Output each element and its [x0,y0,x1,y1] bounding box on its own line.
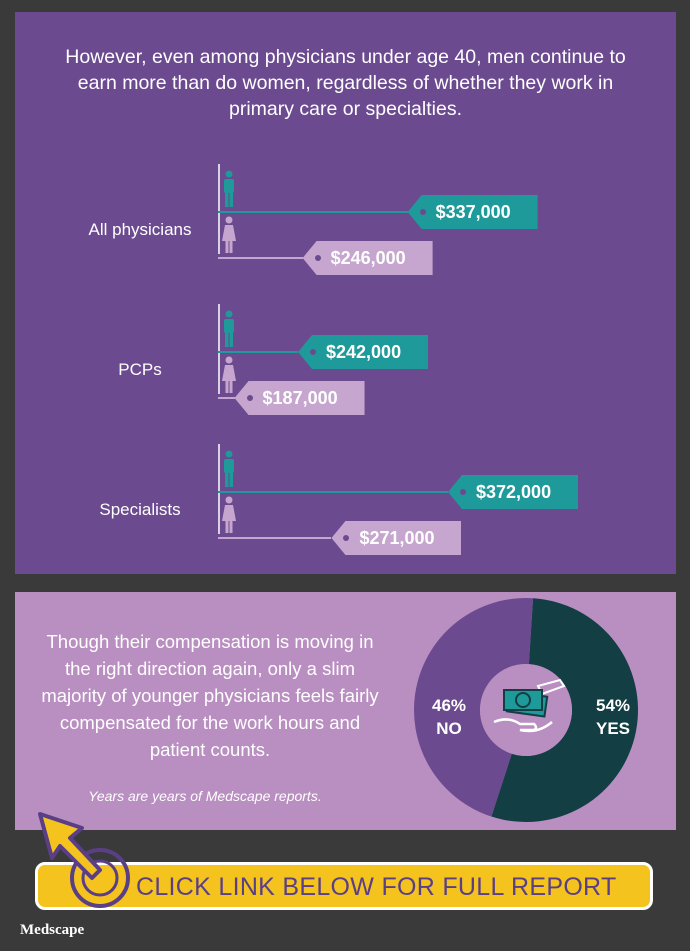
footnote: Years are years of Medscape reports. [88,788,322,804]
men-salary-tag: $372,000 [448,475,578,509]
woman-icon [220,496,238,534]
women-salary-value: $246,000 [330,247,406,268]
group-label: Specialists [99,500,181,519]
compensation-paragraph: Though their compensation is moving in t… [41,631,379,760]
axis-line [218,444,220,534]
women-salary-value: $187,000 [262,387,338,408]
tag-hole [460,489,466,495]
group-label: All physicians [88,220,192,239]
women-bar-line [218,397,235,399]
woman-icon [220,356,238,394]
women-salary-tag: $187,000 [234,381,365,415]
salary-group: PCPs $242,000 $187,000 [15,304,676,415]
woman-icon [220,216,238,254]
men-salary-value: $372,000 [476,481,552,502]
yes-label: 54% YES [593,694,633,740]
men-salary-value: $337,000 [435,201,511,222]
men-bar-line [218,351,298,353]
salary-panel: However, even among physicians under age… [15,12,676,574]
donut-slice-yes [491,598,638,822]
medscape-logo: Medscape [20,922,85,938]
donut-slice-no [414,598,534,817]
men-salary-value: $242,000 [326,341,402,362]
no-percent: 46% [431,696,467,715]
man-icon [220,170,238,208]
tag-hole [246,395,253,401]
men-bar-line [218,491,448,493]
salary-group: Specialists $372,000 $271,000 [15,444,676,555]
axis-line [218,304,220,394]
men-salary-tag: $242,000 [298,335,428,369]
women-bar-line [218,257,303,259]
full-report-label: CLICK LINK BELOW FOR FULL REPORT [136,873,617,901]
tag-hole [419,209,426,215]
axis-line [218,164,220,254]
compensation-panel: Though their compensation is moving in t… [15,592,676,830]
man-icon [220,450,238,488]
women-bar-line [218,537,332,539]
men-salary-tag: $337,000 [407,195,538,229]
no-label: 46% NO [429,694,469,740]
group-label: PCPs [118,360,162,379]
cursor-arrow-icon [38,812,130,908]
headline: However, even among physicians under age… [65,46,626,120]
man-icon [220,310,238,348]
fair-compensation-donut [414,598,638,822]
tag-hole [310,349,316,355]
tag-hole [343,535,350,541]
yes-text: YES [595,719,631,738]
women-salary-tag: $246,000 [302,241,433,275]
women-salary-value: $271,000 [359,527,435,548]
men-bar-line [218,211,408,213]
salary-group: All physicians $337,000 $246,000 [15,164,676,275]
yes-percent: 54% [595,696,631,715]
no-text: NO [436,719,462,738]
women-salary-tag: $271,000 [331,521,462,555]
full-report-button[interactable]: CLICK LINK BELOW FOR FULL REPORT [35,862,653,910]
tag-hole [314,255,321,261]
money-hands-icon [493,678,566,733]
